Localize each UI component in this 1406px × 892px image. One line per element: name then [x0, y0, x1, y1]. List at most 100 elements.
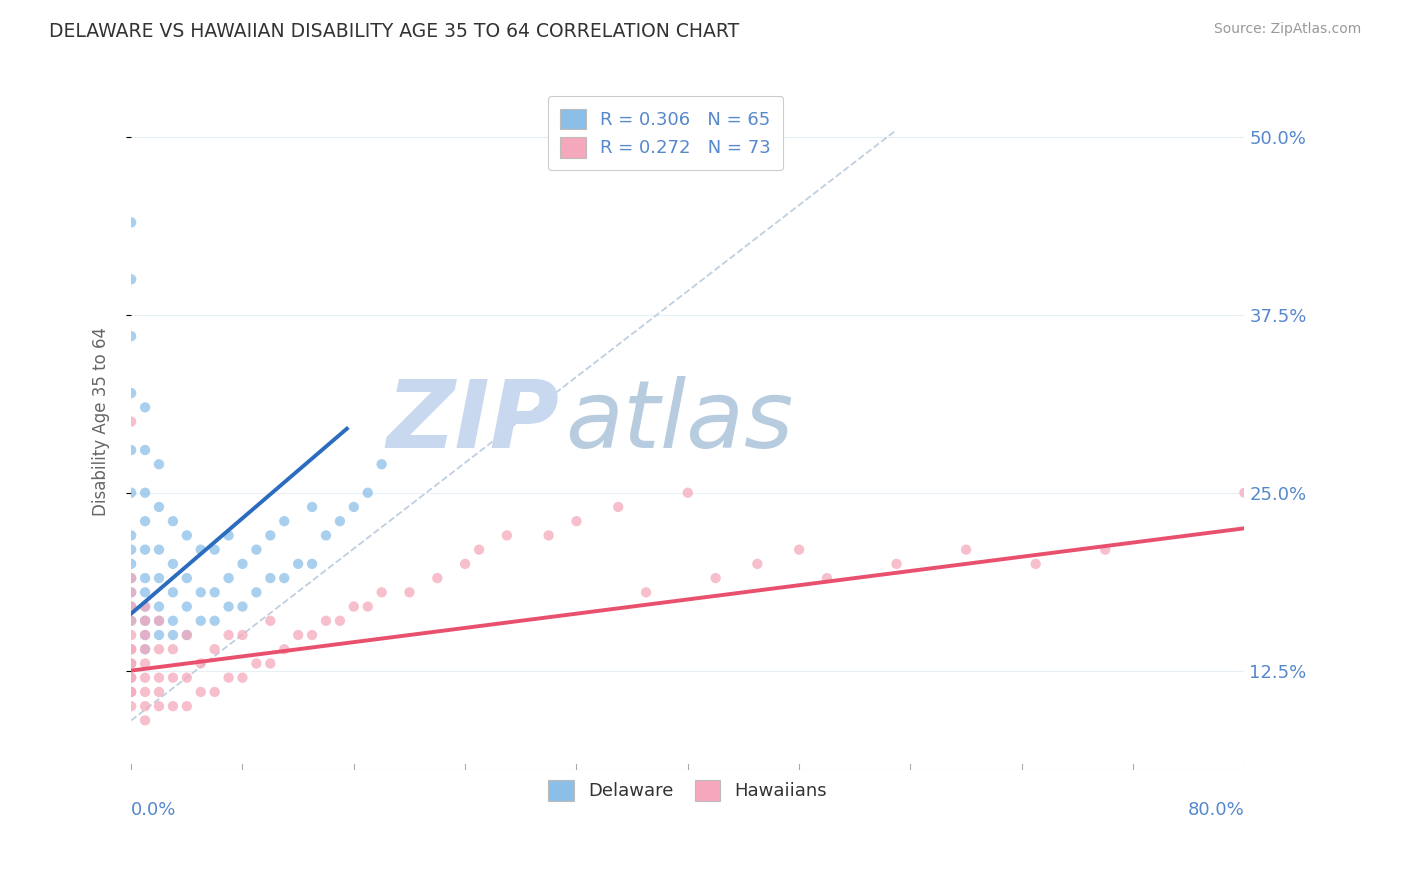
Point [148, 571, 170, 585]
Point [190, 685, 212, 699]
Point [120, 671, 142, 685]
Point [259, 657, 281, 671]
Point [120, 557, 142, 571]
Point [120, 485, 142, 500]
Point [468, 542, 491, 557]
Point [120, 699, 142, 714]
Point [190, 657, 212, 671]
Point [176, 571, 198, 585]
Point [343, 500, 366, 514]
Point [148, 614, 170, 628]
Point [148, 642, 170, 657]
Point [120, 585, 142, 599]
Point [134, 571, 156, 585]
Point [148, 699, 170, 714]
Point [134, 642, 156, 657]
Point [120, 671, 142, 685]
Point [245, 542, 267, 557]
Point [134, 585, 156, 599]
Point [537, 528, 560, 542]
Point [426, 571, 449, 585]
Point [329, 514, 352, 528]
Point [134, 614, 156, 628]
Point [134, 401, 156, 415]
Point [162, 614, 184, 628]
Point [398, 585, 420, 599]
Text: ZIP: ZIP [387, 376, 560, 467]
Point [162, 699, 184, 714]
Point [134, 628, 156, 642]
Point [120, 642, 142, 657]
Point [162, 585, 184, 599]
Point [148, 628, 170, 642]
Point [955, 542, 977, 557]
Point [747, 557, 769, 571]
Point [148, 500, 170, 514]
Point [245, 585, 267, 599]
Point [886, 557, 908, 571]
Point [787, 542, 810, 557]
Point [190, 614, 212, 628]
Point [287, 557, 309, 571]
Point [259, 614, 281, 628]
Point [134, 485, 156, 500]
Point [190, 585, 212, 599]
Point [120, 628, 142, 642]
Point [1233, 485, 1256, 500]
Point [357, 599, 380, 614]
Point [120, 599, 142, 614]
Point [120, 542, 142, 557]
Point [218, 628, 240, 642]
Point [148, 671, 170, 685]
Text: DELAWARE VS HAWAIIAN DISABILITY AGE 35 TO 64 CORRELATION CHART: DELAWARE VS HAWAIIAN DISABILITY AGE 35 T… [49, 22, 740, 41]
Point [120, 443, 142, 458]
Point [148, 599, 170, 614]
Point [370, 585, 392, 599]
Point [634, 585, 657, 599]
Point [815, 571, 838, 585]
Point [231, 557, 253, 571]
Point [301, 628, 323, 642]
Point [120, 571, 142, 585]
Point [273, 642, 295, 657]
Point [120, 585, 142, 599]
Point [120, 386, 142, 401]
Point [218, 599, 240, 614]
Legend: Delaware, Hawaiians: Delaware, Hawaiians [536, 767, 839, 814]
Point [120, 657, 142, 671]
Point [134, 714, 156, 728]
Point [204, 585, 226, 599]
Point [343, 599, 366, 614]
Point [218, 528, 240, 542]
Point [162, 514, 184, 528]
Point [148, 457, 170, 471]
Point [120, 599, 142, 614]
Point [148, 542, 170, 557]
Point [204, 542, 226, 557]
Point [120, 685, 142, 699]
Point [162, 557, 184, 571]
Y-axis label: Disability Age 35 to 64: Disability Age 35 to 64 [93, 327, 110, 516]
Text: 0.0%: 0.0% [131, 802, 177, 820]
Point [162, 628, 184, 642]
Point [120, 614, 142, 628]
Point [120, 329, 142, 343]
Point [134, 657, 156, 671]
Point [204, 642, 226, 657]
Point [231, 599, 253, 614]
Point [454, 557, 477, 571]
Point [190, 542, 212, 557]
Point [315, 614, 337, 628]
Point [231, 671, 253, 685]
Point [676, 485, 699, 500]
Point [273, 571, 295, 585]
Point [120, 642, 142, 657]
Point [134, 443, 156, 458]
Point [120, 571, 142, 585]
Point [120, 657, 142, 671]
Point [134, 599, 156, 614]
Point [496, 528, 519, 542]
Point [301, 500, 323, 514]
Point [357, 485, 380, 500]
Point [370, 457, 392, 471]
